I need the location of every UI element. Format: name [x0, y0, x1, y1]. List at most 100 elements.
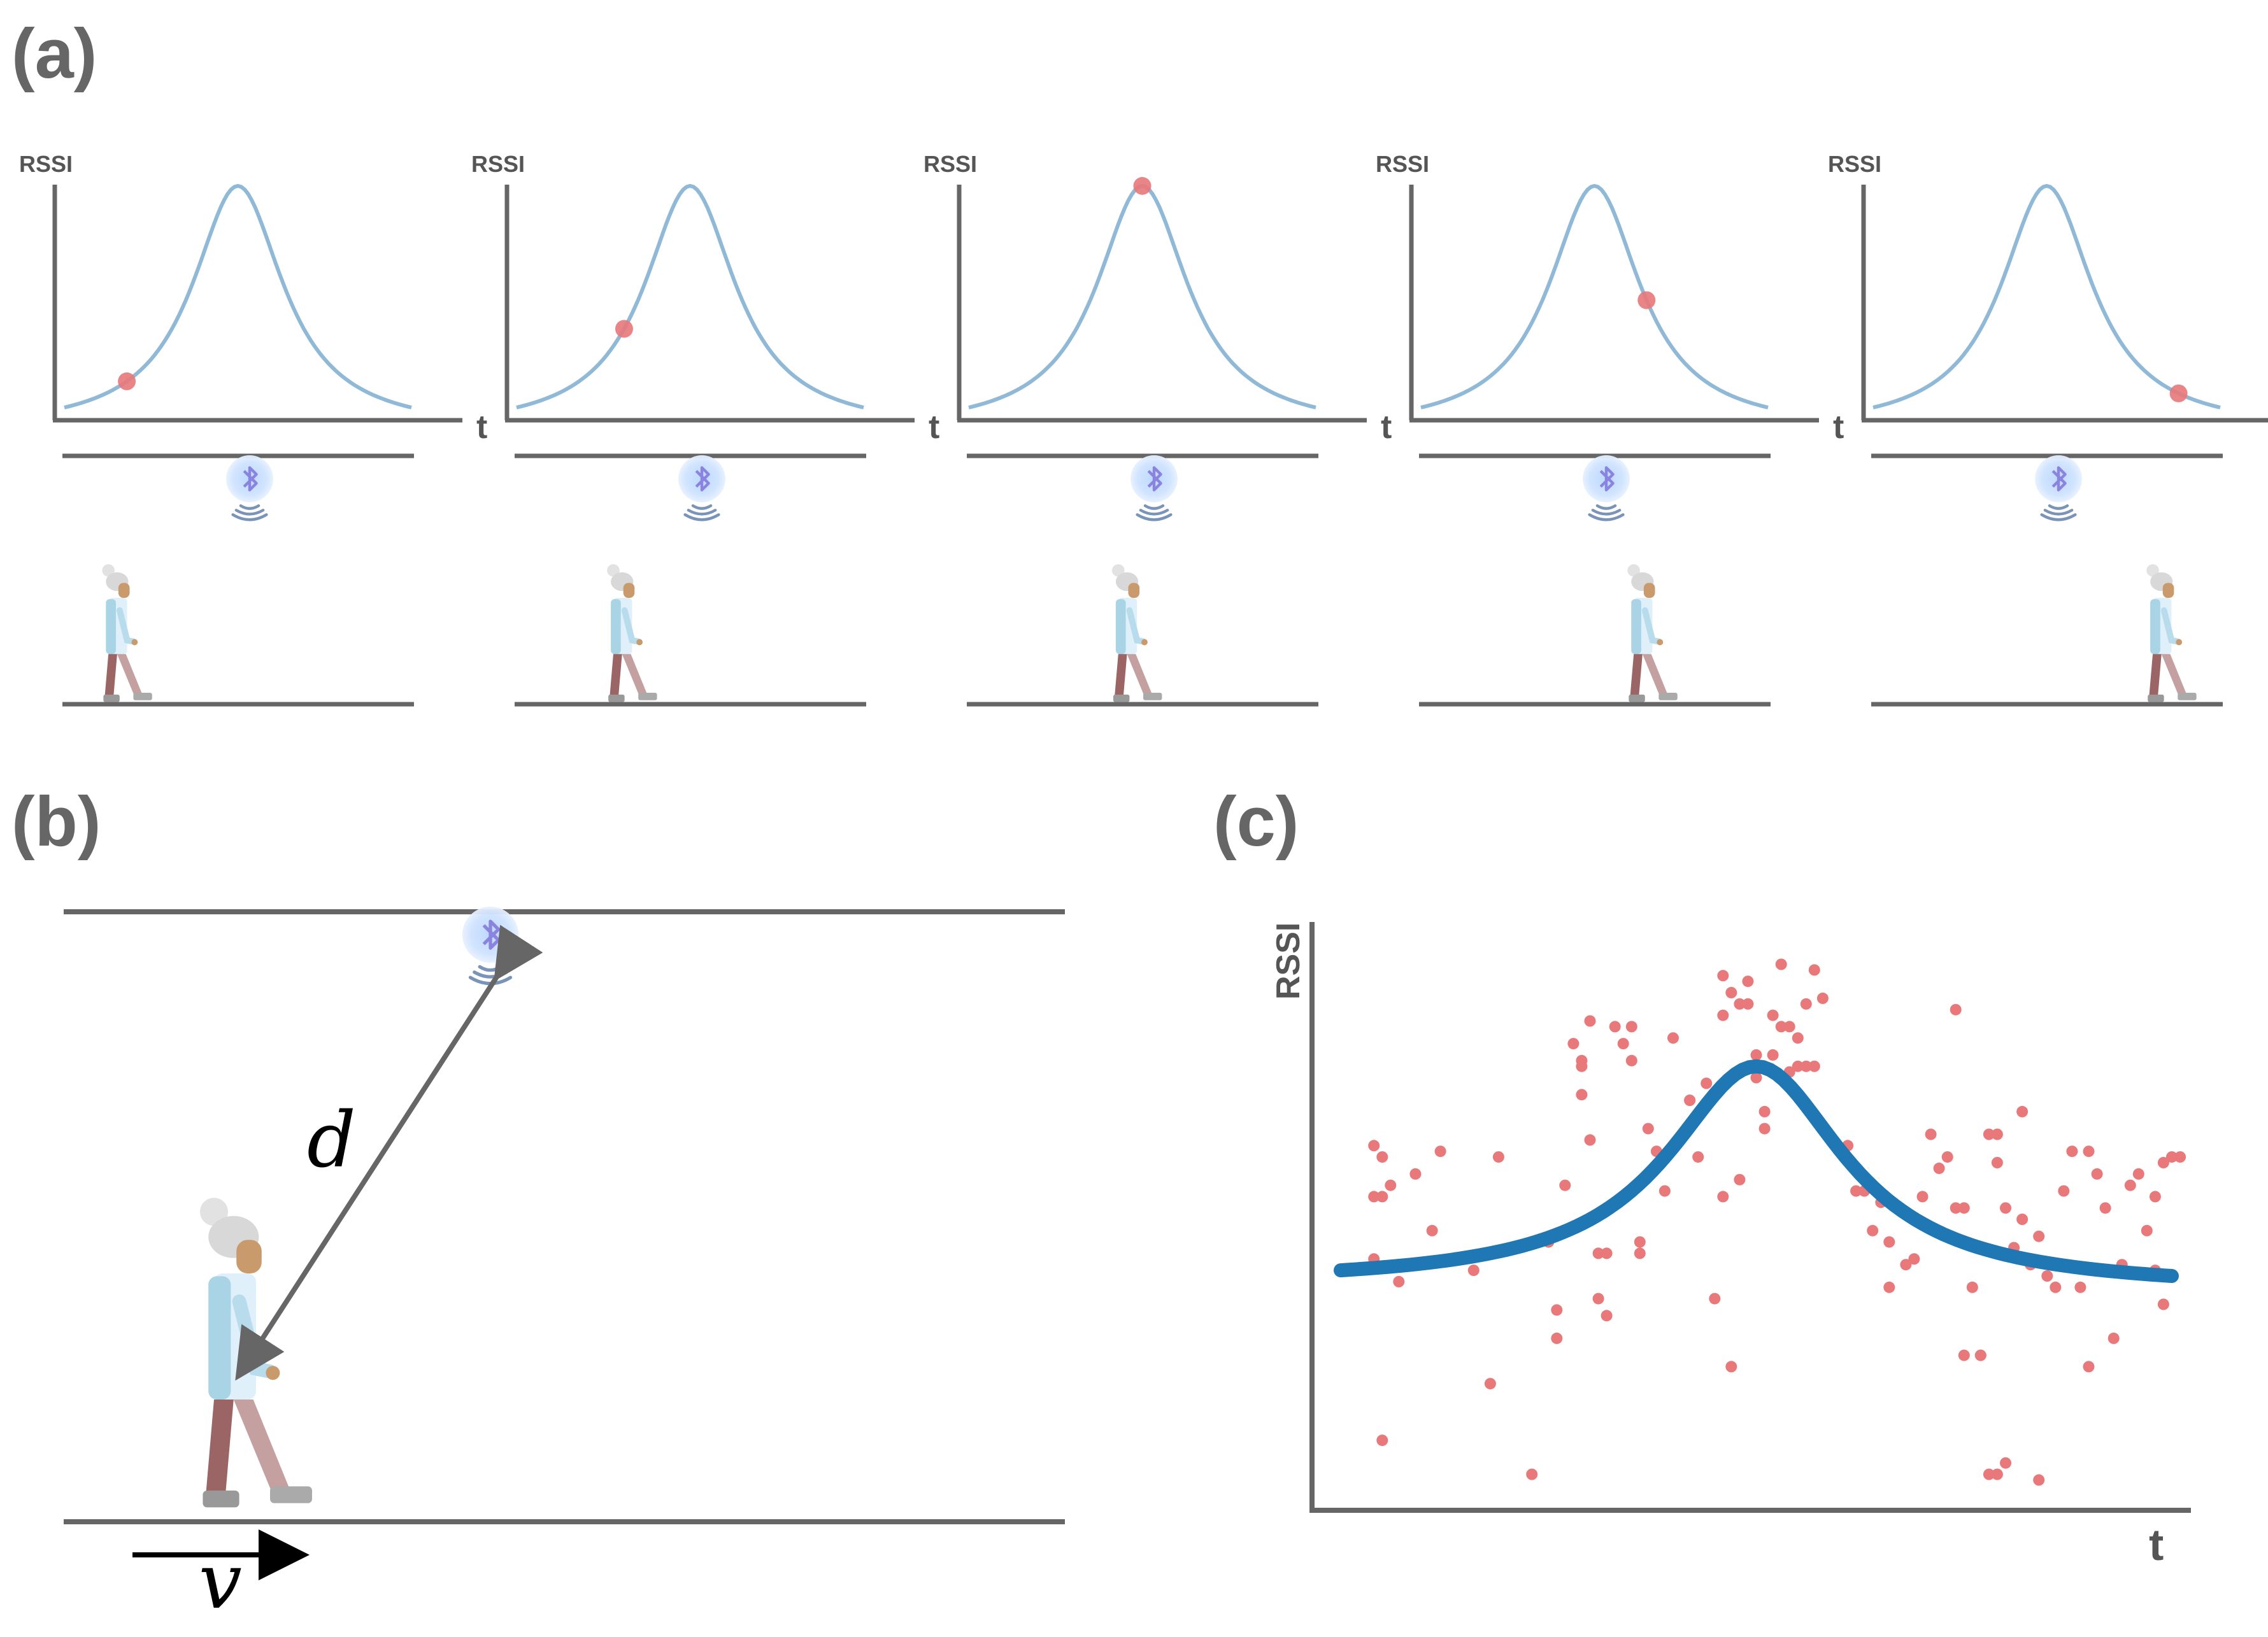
scatter-point	[1950, 1003, 1962, 1016]
frame-y-label: RSSI	[471, 151, 525, 177]
scatter-point	[2074, 1281, 2086, 1293]
frame-y-label: RSSI	[1376, 151, 1429, 177]
scatter-point	[1684, 1095, 1696, 1107]
walker-figure	[102, 564, 152, 702]
scatter-point	[2033, 1474, 2045, 1486]
scatter-point	[1958, 1349, 1970, 1361]
scatter-point	[1393, 1275, 1405, 1287]
walker-figure	[607, 564, 657, 702]
scatter-point	[1734, 998, 1746, 1010]
scatter-point	[1692, 1151, 1704, 1163]
bluetooth-beacon-icon	[2035, 455, 2082, 520]
scatter-point	[2016, 1214, 2029, 1225]
scatter-point	[1966, 1281, 1978, 1293]
scatter-point	[1783, 1021, 1795, 1033]
scatter-point	[1376, 1191, 1388, 1203]
scatter-point	[2174, 1151, 2186, 1163]
scatter-point	[1592, 1293, 1604, 1305]
panel-b-label: (b)	[11, 783, 101, 861]
scatter-point	[1775, 958, 1787, 970]
chart-x-label: t	[2149, 1520, 2164, 1570]
scatter-point	[1717, 1191, 1729, 1203]
scatter-point	[1385, 1179, 1397, 1191]
scatter-point	[1526, 1468, 1538, 1480]
scatter-point	[1758, 1105, 1771, 1117]
scatter-point	[1576, 1089, 1588, 1101]
scatter-point	[1551, 1332, 1563, 1344]
scatter-point	[1800, 1060, 1812, 1072]
rssi-curve	[1872, 183, 2221, 409]
scatter-point	[1725, 987, 1737, 998]
scatter-point	[2058, 1185, 2070, 1197]
velocity-label: v	[199, 1538, 242, 1626]
bluetooth-beacon-icon	[1583, 455, 1630, 520]
scatter-point	[1775, 1021, 1787, 1033]
scatter-point	[1368, 1140, 1380, 1152]
scatter-point	[1409, 1168, 1422, 1180]
frame-3: RSSI t	[924, 151, 1392, 707]
current-rssi-marker	[2169, 384, 2188, 402]
frame-y-label: RSSI	[1828, 151, 1881, 177]
scatter-point	[1750, 1049, 1762, 1061]
scatter-point	[2166, 1151, 2178, 1163]
current-rssi-marker	[1637, 291, 1656, 309]
scatter-point	[2041, 1270, 2053, 1282]
scatter-point	[1592, 1247, 1604, 1259]
scatter-point	[1758, 1123, 1771, 1135]
scatter-point	[2141, 1224, 2153, 1237]
rssi-curve	[968, 183, 1316, 409]
scatter-point	[1808, 1060, 1820, 1072]
scatter-point	[1426, 1224, 1438, 1237]
scatter-point	[2016, 1105, 2029, 1117]
scatter-point	[2124, 1179, 2136, 1191]
scatter-points	[1368, 958, 2186, 1486]
scatter-point	[1701, 1077, 1713, 1089]
scatter-point	[1750, 1072, 1762, 1084]
scatter-point	[1559, 1179, 1571, 1191]
scatter-point	[1742, 998, 1754, 1010]
scatter-point	[1667, 1032, 1679, 1044]
scatter-point	[1625, 1021, 1637, 1033]
scatter-point	[1800, 998, 1812, 1010]
scatter-point	[1484, 1378, 1496, 1390]
rssi-curve	[64, 183, 412, 409]
scatter-point	[1725, 1361, 1737, 1373]
panel-b: d v	[64, 907, 1065, 1626]
scatter-point	[1767, 1049, 1779, 1061]
scatter-point	[1991, 1468, 2003, 1480]
scatter-point	[1551, 1304, 1563, 1316]
scatter-point	[1467, 1265, 1480, 1277]
scatter-point	[1958, 1202, 1970, 1214]
scatter-point	[1792, 1032, 1804, 1044]
chart-y-label: RSSI	[1270, 923, 1307, 1000]
scatter-point	[1434, 1145, 1446, 1158]
scatter-point	[1925, 1128, 1937, 1140]
scatter-point	[1933, 1162, 1945, 1174]
scatter-point	[1376, 1151, 1388, 1163]
scatter-point	[1617, 1038, 1629, 1050]
rssi-curve	[516, 183, 864, 409]
scatter-point	[2083, 1361, 2095, 1373]
walker-figure	[1627, 564, 1677, 702]
scatter-point	[1584, 1134, 1596, 1146]
scatter-point	[1991, 1157, 2003, 1168]
scatter-point	[2091, 1168, 2103, 1180]
scatter-point	[2099, 1202, 2111, 1214]
frame-x-label: t	[476, 409, 487, 446]
scatter-point	[1634, 1236, 1646, 1248]
scatter-point	[2108, 1332, 2120, 1344]
scatter-point	[2050, 1281, 2062, 1293]
panel-c: RSSI t	[1270, 922, 2191, 1570]
scatter-point	[1601, 1247, 1613, 1259]
scatter-point	[1609, 1021, 1621, 1033]
scatter-point	[2000, 1202, 2011, 1214]
bluetooth-beacon-icon	[226, 455, 273, 520]
scatter-point	[2000, 1457, 2011, 1469]
scatter-point	[1908, 1253, 1920, 1265]
distance-arrow	[235, 925, 543, 1381]
scatter-point	[1625, 1054, 1637, 1067]
scatter-point	[1850, 1185, 1862, 1197]
scatter-point	[1567, 1038, 1580, 1050]
frame-y-label: RSSI	[19, 151, 73, 177]
distance-label: d	[307, 1096, 356, 1185]
